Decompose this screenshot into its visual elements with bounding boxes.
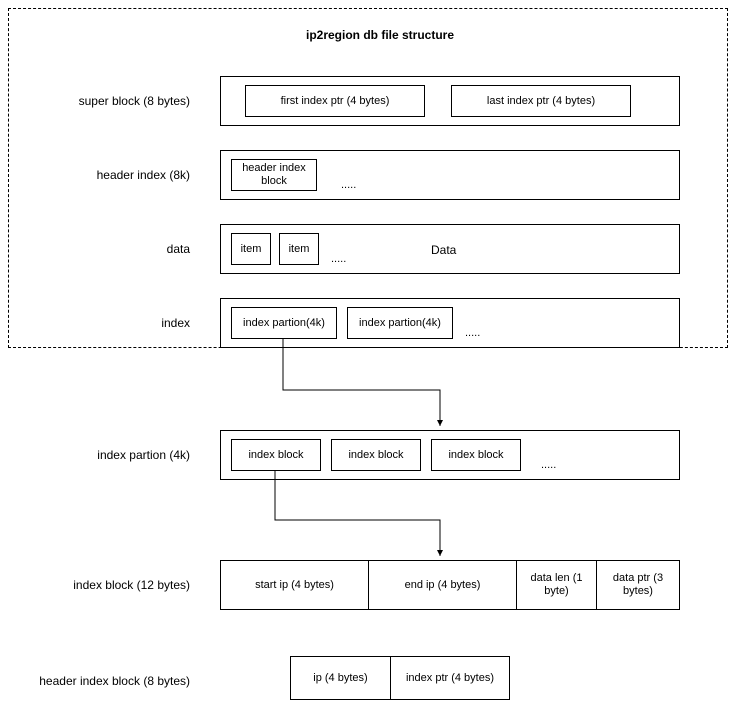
cell-start-ip: start ip (4 bytes) (221, 561, 369, 609)
box-header-index-block: ip (4 bytes) index ptr (4 bytes) (290, 656, 510, 700)
cell-ip: ip (4 bytes) (291, 657, 391, 699)
cell-data-len: data len (1 byte) (517, 561, 597, 609)
label-index-block: index block (12 bytes) (40, 578, 190, 592)
cell-data-ptr: data ptr (3 bytes) (597, 561, 679, 609)
box-index-block: start ip (4 bytes) end ip (4 bytes) data… (220, 560, 680, 610)
cell-index-ptr: index ptr (4 bytes) (391, 657, 509, 699)
label-header-index-block: header index block (8 bytes) (10, 674, 190, 688)
cell-end-ip: end ip (4 bytes) (369, 561, 517, 609)
arrow-partion-to-block (0, 0, 753, 721)
